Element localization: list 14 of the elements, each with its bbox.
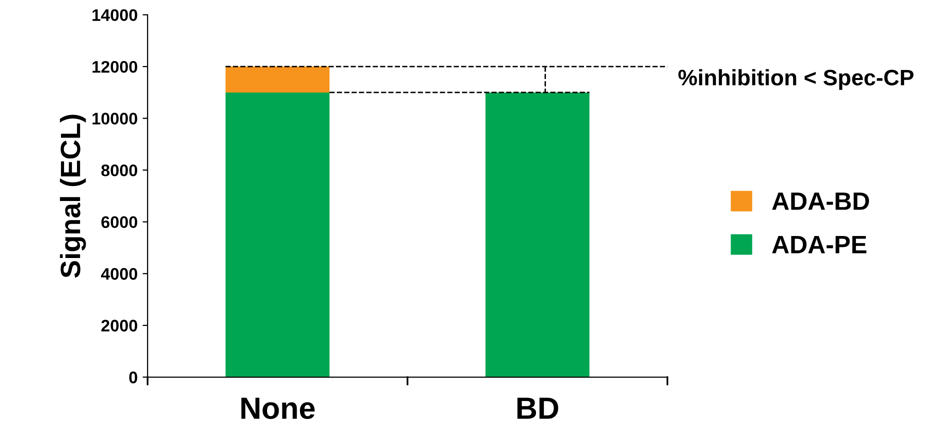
y-tick-label: 14000: [92, 9, 138, 21]
y-tick-label: 4000: [101, 268, 138, 280]
y-tick-label: 10000: [92, 112, 138, 125]
legend-label: ADA-PE: [772, 236, 866, 254]
y-tick-label: 2000: [101, 320, 138, 332]
y-tick-label: 0: [129, 372, 138, 384]
text: %inhibition < Spec-CP: [678, 69, 914, 90]
x-tick-label: BD: [517, 398, 558, 419]
y-tick-label: 8000: [101, 164, 138, 176]
x-tick-label: None: [241, 398, 315, 420]
y-axis-title: Signal (ECL): [60, 114, 86, 278]
y-tick-label: 12000: [92, 60, 138, 73]
y-tick-label: 6000: [101, 216, 138, 228]
legend-label: ADA-BD: [772, 192, 870, 210]
